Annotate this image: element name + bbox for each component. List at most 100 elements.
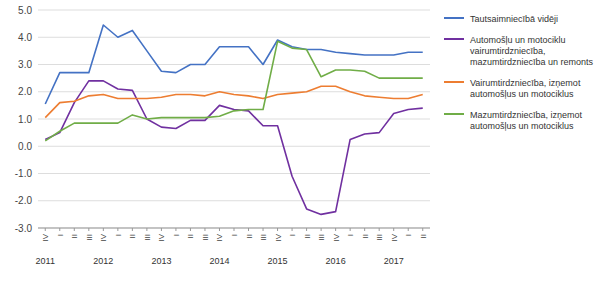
x-tick-label: I — [346, 234, 355, 236]
series-line — [45, 25, 422, 104]
x-tick-label: IV — [215, 233, 224, 241]
y-tick-label: 5.0 — [18, 5, 32, 16]
x-tick — [306, 228, 307, 231]
series-line — [45, 41, 422, 140]
x-tick-label: IV — [390, 233, 399, 241]
x-tick — [408, 228, 409, 231]
x-tick-label: III — [201, 234, 210, 241]
legend-label-line: Automošļu un motociklu — [470, 35, 566, 45]
series-line — [45, 86, 422, 117]
x-tick — [219, 228, 220, 231]
year-label: 2011 — [36, 256, 55, 266]
y-tick-label: 3.0 — [18, 59, 32, 70]
x-tick — [292, 228, 293, 231]
x-tick-label: III — [143, 234, 152, 241]
grid-line — [38, 146, 430, 147]
x-tick — [248, 228, 249, 231]
grid-line — [38, 64, 430, 65]
x-tick-label: I — [56, 234, 65, 236]
x-tick — [204, 228, 205, 231]
x-tick — [364, 228, 365, 231]
x-tick-label: II — [303, 234, 312, 238]
x-tick-label: II — [361, 234, 370, 238]
x-tick-label: III — [85, 234, 94, 241]
x-tick — [190, 228, 191, 231]
x-tick-label: IV — [41, 233, 50, 241]
x-tick — [277, 228, 278, 231]
x-tick-label: III — [317, 234, 326, 241]
year-label: 2013 — [151, 256, 171, 266]
x-tick — [350, 228, 351, 231]
x-tick-label: II — [186, 234, 195, 238]
x-tick — [161, 228, 162, 231]
x-tick — [103, 228, 104, 231]
x-tick — [335, 228, 336, 231]
legend-label: Mazumtirdzniecība, izņemotautomošļus un … — [470, 110, 583, 131]
y-tick-label: 1.0 — [18, 114, 32, 125]
x-tick — [45, 228, 46, 231]
x-tick — [132, 228, 133, 231]
grid-line — [38, 173, 430, 174]
year-label: 2014 — [209, 256, 229, 266]
x-tick-label: II — [70, 234, 79, 238]
x-tick-label: II — [128, 234, 137, 238]
grid-line — [38, 10, 430, 11]
legend-label-line: automošļus un motociklus — [470, 89, 574, 99]
x-tick — [88, 228, 89, 231]
series-line — [45, 81, 422, 215]
x-tick — [321, 228, 322, 231]
legend-label: Vairumtirdzniecība, izņemotautomošļus un… — [470, 78, 581, 99]
legend: Tautsaimniecībā vidēji Automošļu un motoc… — [444, 14, 594, 131]
x-tick-label: IV — [274, 233, 283, 241]
x-tick-label: I — [172, 234, 181, 236]
year-label: 2015 — [268, 256, 288, 266]
x-tick-label: I — [288, 234, 297, 236]
x-tick — [74, 228, 75, 231]
x-tick-label: I — [230, 234, 239, 236]
x-tick — [422, 228, 423, 231]
year-label: 2012 — [93, 256, 113, 266]
x-tick — [234, 228, 235, 231]
year-label: 2017 — [384, 256, 404, 266]
grid-line — [38, 119, 430, 120]
grid-line — [38, 200, 430, 201]
legend-label-line: Mazumtirdzniecība, izņemot — [470, 110, 583, 120]
legend-label-line: Tautsaimniecībā vidēji — [470, 14, 558, 24]
legend-swatch — [444, 38, 464, 40]
legend-label-line: Vairumtirdzniecība, izņemot — [470, 78, 581, 88]
x-axis: IVIIIIIIIVIIIIIIIVIIIIIIIVIIIIIIIVIIIIII… — [38, 228, 430, 242]
y-axis: -3.0 -2.0 -1.0 0.0 1.0 2.0 3.0 4.0 5.0 — [15, 5, 430, 234]
x-tick-label: IV — [99, 233, 108, 241]
legend-label-line: automošļus un motociklus — [470, 121, 574, 131]
plot-area — [45, 25, 422, 214]
legend-label-line: vairumtirdzniecība, — [470, 46, 546, 56]
y-tick-label: -1.0 — [15, 168, 33, 179]
legend-swatch — [444, 17, 464, 19]
x-tick-label: III — [259, 234, 268, 241]
x-tick-label: I — [114, 234, 123, 236]
x-tick — [146, 228, 147, 231]
x-tick — [263, 228, 264, 231]
grid-line — [38, 91, 430, 92]
x-tick — [379, 228, 380, 231]
legend-label: Tautsaimniecībā vidēji — [470, 14, 558, 24]
legend-label: Automošļu un motocikluvairumtirdzniecība… — [470, 35, 594, 67]
x-tick-label: I — [404, 234, 413, 236]
x-tick — [393, 228, 394, 231]
year-label: 2016 — [326, 256, 346, 266]
x-tick-label: II — [245, 234, 254, 238]
x-tick — [59, 228, 60, 231]
x-tick-label: II — [419, 234, 428, 238]
legend-swatch — [444, 81, 464, 83]
x-tick-label: IV — [332, 233, 341, 241]
x-tick — [117, 228, 118, 231]
x-tick-label: IV — [157, 233, 166, 241]
y-tick-label: 2.0 — [18, 86, 32, 97]
grid-line — [38, 37, 430, 38]
y-tick-label: 0.0 — [18, 141, 32, 152]
legend-label-line: mazumtirdzniecība un remonts — [470, 57, 594, 67]
y-tick-label: 4.0 — [18, 32, 32, 43]
x-tick — [175, 228, 176, 231]
y-tick-label: -3.0 — [15, 223, 33, 234]
y-tick-label: -2.0 — [15, 195, 33, 206]
